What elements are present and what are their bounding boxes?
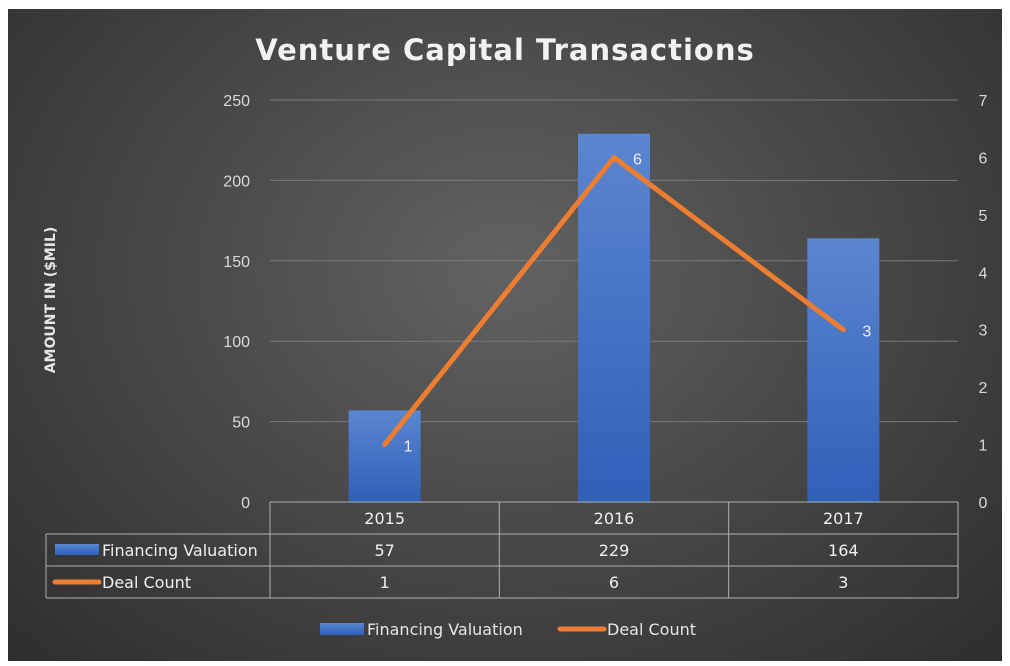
series-line <box>382 154 846 448</box>
y-tick-label: 100 <box>223 334 250 351</box>
y2-tick-label: 7 <box>979 93 988 110</box>
table-cell: 57 <box>374 541 394 560</box>
category-label: 2016 <box>594 509 635 528</box>
data-label: 6 <box>633 151 642 168</box>
y2-tick-label: 2 <box>979 380 988 397</box>
y-tick-label: 250 <box>223 93 250 110</box>
secondary-y-axis-ticks: 0 1 2 3 4 5 6 7 <box>979 93 988 512</box>
table-cell: 164 <box>828 541 859 560</box>
data-label: 3 <box>862 324 871 341</box>
table-cell: 229 <box>599 541 630 560</box>
table-legend-key <box>55 544 99 555</box>
y-tick-label: 150 <box>223 254 250 271</box>
y2-tick-label: 1 <box>979 438 988 455</box>
legend-key-bar <box>320 623 364 635</box>
legend-label: Deal Count <box>607 620 696 639</box>
data-label: 1 <box>404 439 413 456</box>
table-cell: 3 <box>838 573 848 592</box>
legend: Financing Valuation Deal Count <box>320 620 696 639</box>
line-series: 1 6 3 <box>382 151 871 456</box>
y-tick-label: 0 <box>241 495 250 512</box>
data-table: 2015 2016 2017 Financing Valuation 57 229 164 D… <box>45 501 959 599</box>
category-label: 2017 <box>823 509 864 528</box>
legend-label: Financing Valuation <box>367 620 523 639</box>
y2-tick-label: 6 <box>979 150 988 167</box>
y2-tick-label: 4 <box>979 265 988 282</box>
y-tick-label: 200 <box>223 173 250 190</box>
bar <box>807 238 880 502</box>
y2-tick-label: 5 <box>979 208 988 225</box>
table-cell: 1 <box>380 573 390 592</box>
bar-series <box>348 133 880 502</box>
table-cell: 6 <box>609 573 619 592</box>
y2-tick-label: 0 <box>979 495 988 512</box>
y-axis-ticks: 0 50 100 150 200 250 <box>223 93 250 512</box>
table-series-name: Deal Count <box>102 573 191 592</box>
category-label: 2015 <box>364 509 405 528</box>
chart-title: Venture Capital Transactions <box>255 33 755 67</box>
y-tick-label: 50 <box>232 415 250 432</box>
bar <box>348 410 421 502</box>
table-series-name: Financing Valuation <box>102 541 258 560</box>
y2-tick-label: 3 <box>979 323 988 340</box>
y-axis-label: AMOUNT IN ($MIL) <box>43 227 59 374</box>
bar <box>578 133 650 502</box>
